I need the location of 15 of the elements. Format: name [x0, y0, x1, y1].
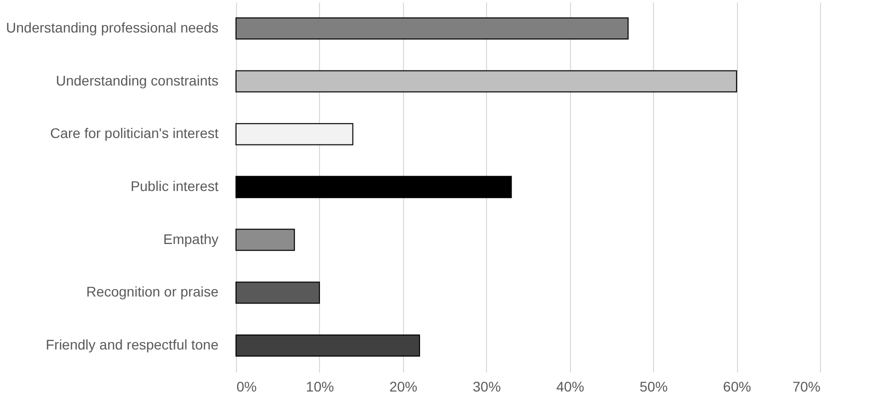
y-tick-label: Care for politician's interest: [50, 125, 219, 142]
x-tick-label: 0%: [236, 378, 257, 394]
y-tick-label: Empathy: [163, 230, 218, 247]
x-tick-label: 60%: [723, 378, 752, 394]
x-tick-label: 20%: [389, 378, 418, 394]
y-tick-label: Friendly and respectful tone: [46, 336, 219, 353]
x-tick-label: 30%: [472, 378, 501, 394]
y-tick-label: Recognition or praise: [86, 284, 219, 300]
x-tick-label: 70%: [792, 378, 820, 394]
x-tick-label: 10%: [306, 378, 334, 394]
x-tick-label: 40%: [556, 378, 584, 394]
y-tick-label: Understanding professional needs: [6, 19, 218, 36]
y-tick-label: Public interest: [130, 178, 219, 194]
x-tick-label: 50%: [640, 378, 668, 394]
y-tick-label: Understanding constraints: [56, 72, 218, 88]
